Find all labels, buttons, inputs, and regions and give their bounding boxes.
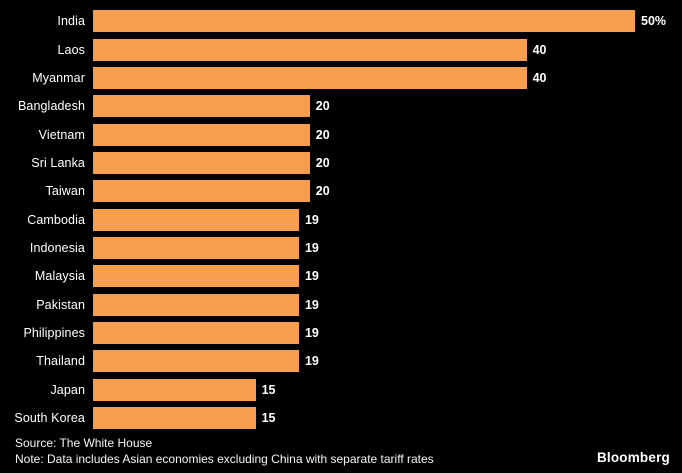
value-label: 19 [304,297,319,312]
chart-footer: Source: The White House Note: Data inclu… [15,436,434,467]
bar [93,236,299,259]
value-label: 40 [532,42,547,57]
category-label: Bangladesh [17,99,85,114]
bar-row: Vietnam 20 [0,120,682,148]
value-label: 50% [641,14,667,29]
value-label: 40 [532,70,547,85]
bar-track: 19 [93,293,635,316]
bar [93,293,299,316]
bar-track: 40 [93,66,635,89]
tariff-bar-chart: India 50% Laos 40 Myanmar 40 Bangladesh 20 Vietn… [0,7,682,432]
bar [93,406,256,429]
value-label: 15 [261,410,276,425]
category-label: South Korea [14,410,85,425]
bar-track: 20 [93,95,635,118]
value-label: 20 [315,127,330,142]
bar-row: Bangladesh 20 [0,92,682,120]
category-label: Myanmar [32,70,85,85]
bar [93,151,310,174]
category-label: Indonesia [29,240,85,255]
bar [93,350,299,373]
bar-row: Taiwan 20 [0,177,682,205]
value-label: 19 [304,212,319,227]
bar-track: 15 [93,378,635,401]
category-label: Philippines [23,325,85,340]
bar-track: 20 [93,123,635,146]
bar-track: 20 [93,180,635,203]
category-label: Cambodia [27,212,85,227]
value-label: 15 [261,382,276,397]
value-label: 19 [304,240,319,255]
bar-row: Indonesia 19 [0,234,682,262]
value-label: 19 [304,354,319,369]
bar [93,95,310,118]
bar-track: 20 [93,151,635,174]
bar [93,265,299,288]
source-text: Source: The White House [15,436,153,450]
bar-row: Philippines 19 [0,319,682,347]
value-label: 20 [315,155,330,170]
value-label: 19 [304,325,319,340]
bar-track: 40 [93,38,635,61]
bar [93,123,310,146]
bloomberg-logo: Bloomberg [596,450,670,465]
bar-row: Pakistan 19 [0,290,682,318]
category-label: Thailand [36,354,85,369]
bar [93,378,256,401]
bar-track: 50% [93,10,666,33]
bar-row: Sri Lanka 20 [0,149,682,177]
category-label: Pakistan [36,297,85,312]
category-label: Vietnam [38,127,85,142]
category-label: Japan [50,382,85,397]
bar-track: 19 [93,321,635,344]
bar-row: India 50% [0,7,682,35]
bar-row: Cambodia 19 [0,205,682,233]
bar-track: 19 [93,350,635,373]
bar-row: South Korea 15 [0,404,682,432]
category-label: Malaysia [34,269,85,284]
note-text: Note: Data includes Asian economies excl… [15,451,434,466]
bar [93,38,527,61]
bar [93,10,635,33]
category-label: India [57,14,85,29]
category-label: Laos [57,42,85,57]
bar-row: Malaysia 19 [0,262,682,290]
bar-track: 19 [93,265,635,288]
bar-row: Myanmar 40 [0,64,682,92]
value-label: 19 [304,269,319,284]
bar-track: 15 [93,406,635,429]
value-label: 20 [315,99,330,114]
bar-track: 19 [93,236,635,259]
bar-track: 19 [93,208,635,231]
bar-row: Thailand 19 [0,347,682,375]
bar [93,208,299,231]
category-label: Sri Lanka [31,155,85,170]
bar [93,321,299,344]
bar-row: Japan 15 [0,375,682,403]
bar [93,180,310,203]
bar-row: Laos 40 [0,35,682,63]
value-label: 20 [315,184,330,199]
category-label: Taiwan [45,184,85,199]
bar [93,66,527,89]
